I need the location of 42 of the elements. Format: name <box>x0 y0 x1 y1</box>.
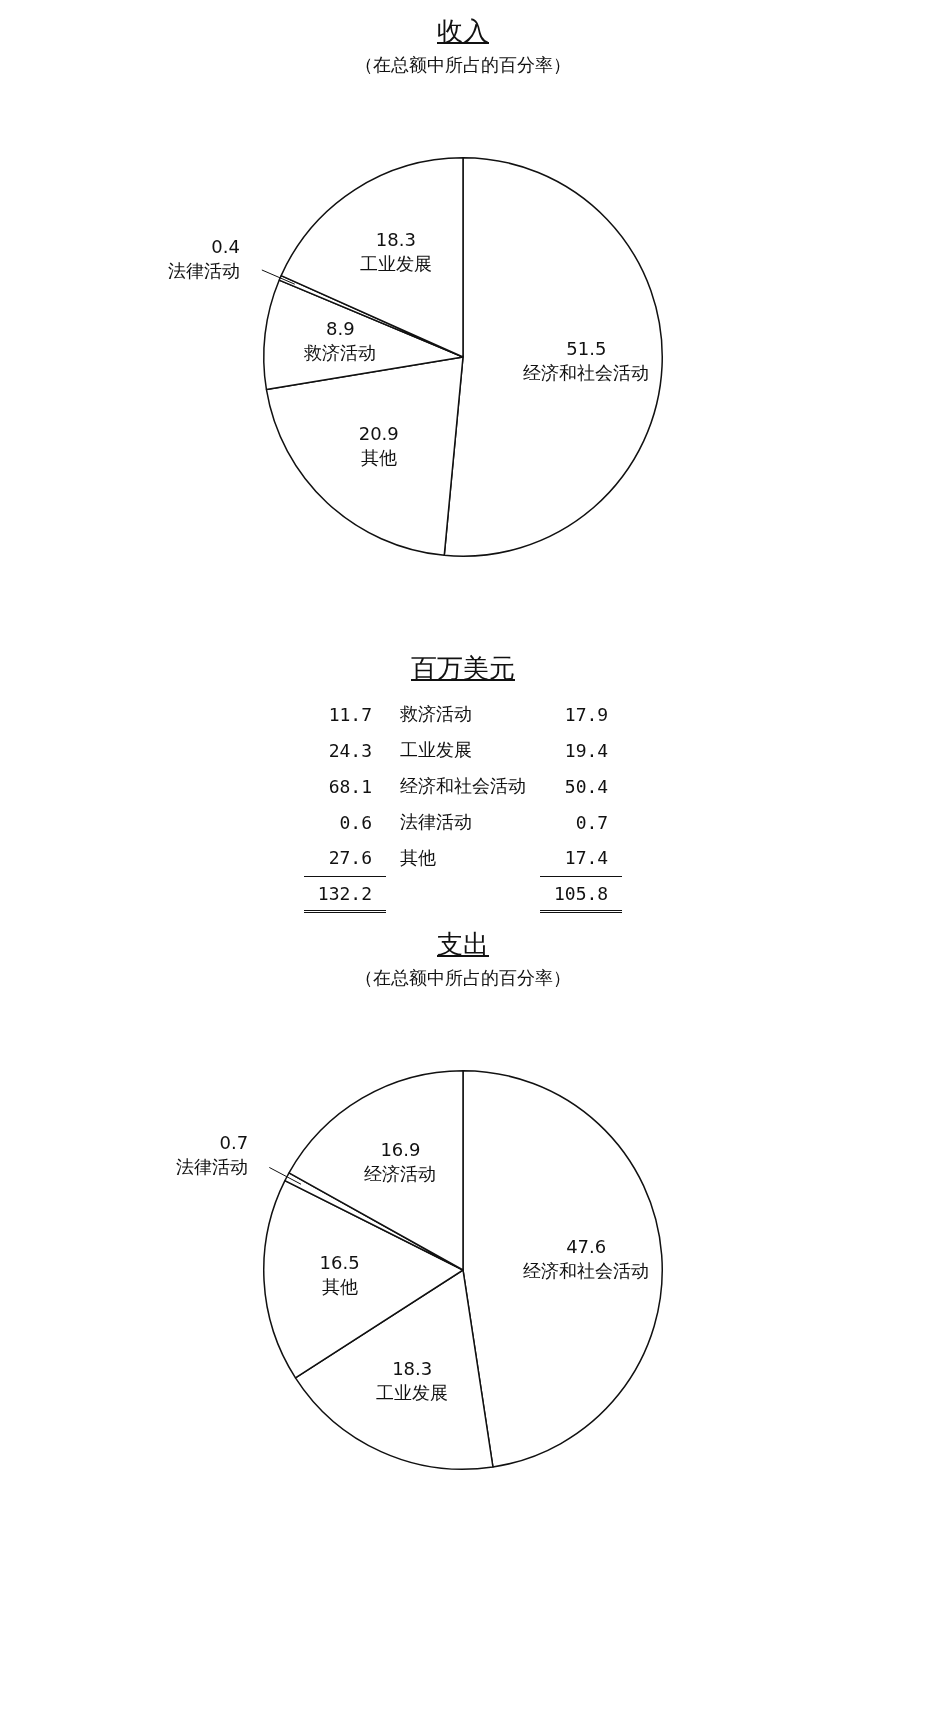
data-label: 47.6 <box>566 1235 607 1257</box>
category-label: 救济活动 <box>399 702 473 726</box>
data-label: 8.9 <box>325 318 355 340</box>
data-label: 24.3 <box>327 738 373 763</box>
slice-label: 其他 <box>360 446 397 468</box>
slice-label: 经济和社会活动 <box>523 362 650 384</box>
text: 百万美元 <box>410 652 516 685</box>
slice-label: 救济活动 <box>303 342 377 364</box>
data-label: 0.4 <box>211 236 240 258</box>
data-label: 27.6 <box>327 846 373 871</box>
data-label: 19.4 <box>563 738 610 763</box>
slice-label: 工业发展 <box>359 253 432 274</box>
text: 132.2 <box>303 876 386 911</box>
data-label: 0.6 <box>338 810 373 835</box>
slice-label: 其他 <box>321 1275 358 1297</box>
category-label: 经济和社会活动 <box>399 774 527 798</box>
data-label: 50.4 <box>563 774 610 799</box>
slice-label: 工业发展 <box>376 1381 449 1403</box>
category-label: 工业发展 <box>399 738 473 762</box>
data-label: 17.9 <box>563 702 610 727</box>
data-label: 16.9 <box>380 1138 421 1160</box>
chart-subtitle: （在总额中所占的百分率） <box>354 53 572 77</box>
data-label: 68.1 <box>327 774 373 799</box>
data-label: 51.5 <box>566 338 607 360</box>
text: 105.8 <box>540 876 623 911</box>
slice-label: 法律活动 <box>176 1155 249 1177</box>
chart-subtitle: （在总额中所占的百分率） <box>354 965 572 990</box>
category-label: 其他 <box>399 846 437 870</box>
data-label: 20.9 <box>358 422 399 444</box>
chart-title: 支出 <box>436 927 490 961</box>
legend-label: 法律活动 <box>167 260 240 282</box>
data-label: 18.3 <box>392 1357 433 1379</box>
data-label: 11.7 <box>327 702 373 727</box>
data-label: 0.7 <box>574 810 610 835</box>
data-label: 18.3 <box>375 229 416 250</box>
slice-label: 经济和社会活动 <box>523 1259 650 1281</box>
data-label: 17.4 <box>563 846 610 871</box>
data-label: 16.5 <box>319 1251 360 1273</box>
slice-label: 经济活动 <box>364 1162 437 1184</box>
chart-title: 收入 <box>436 15 490 48</box>
data-label: 0.7 <box>219 1131 249 1153</box>
category-label: 法律活动 <box>399 810 473 834</box>
